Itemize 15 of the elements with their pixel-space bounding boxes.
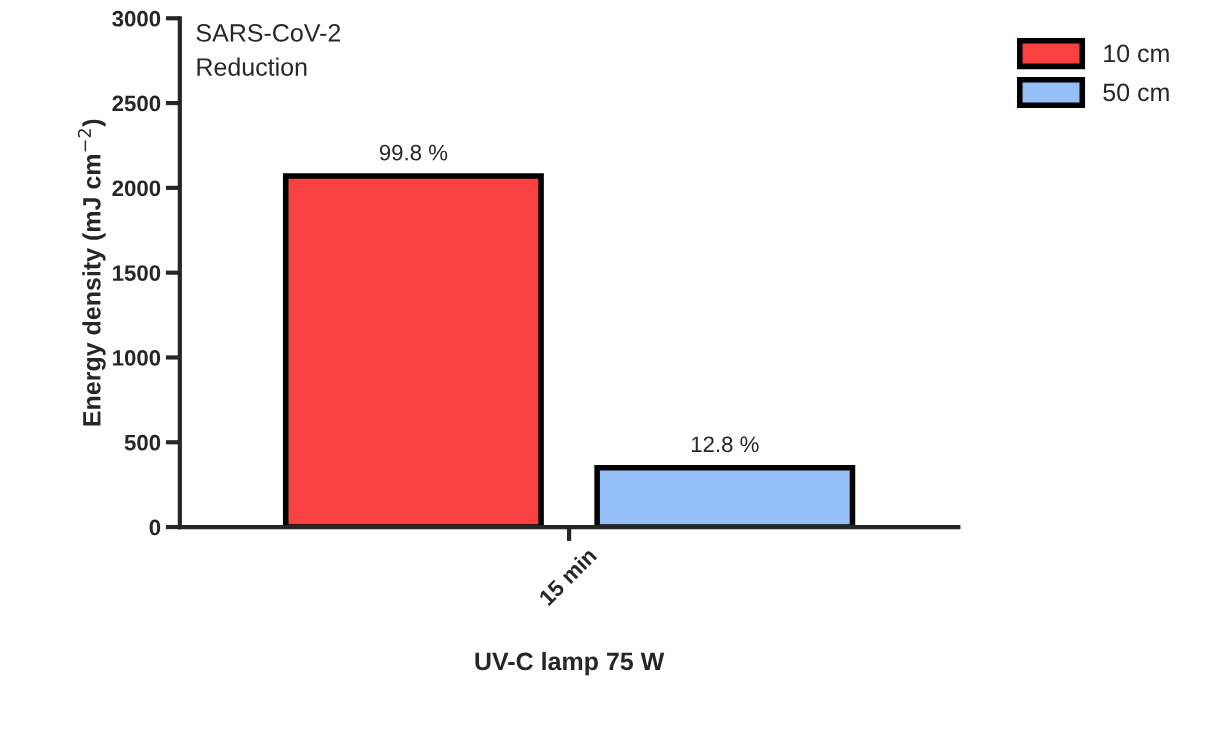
y-tick-label: 3000 bbox=[112, 10, 161, 27]
y-tick-label: 2500 bbox=[112, 95, 161, 112]
y-tick-label: 0 bbox=[149, 519, 161, 536]
y-tick-label: 1500 bbox=[113, 265, 161, 281]
legend-label: 50 cm bbox=[1103, 83, 1169, 102]
legend-label: 10 cm bbox=[1104, 44, 1169, 63]
y-tick-label: 500 bbox=[124, 434, 161, 451]
x-tick-label: 15 min bbox=[537, 546, 598, 607]
annotation: SARS-CoV-2 Reduction bbox=[196, 24, 341, 76]
y-tick-label: 2000 bbox=[112, 180, 161, 197]
y-axis-title: Energy density (mJ cm$^{−2}$) bbox=[77, 119, 106, 426]
annotation: 12.8 % bbox=[691, 436, 759, 453]
y-tick-label: 1000 bbox=[113, 349, 161, 366]
x-axis-title: UV-C lamp 75 W bbox=[475, 651, 665, 676]
annotation: 99.8 % bbox=[379, 144, 448, 161]
